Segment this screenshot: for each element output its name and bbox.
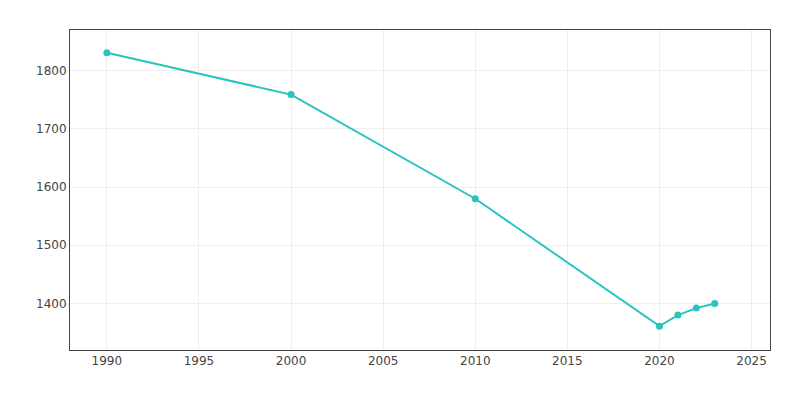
svg-text:1400: 1400 <box>36 297 67 311</box>
svg-text:2015: 2015 <box>552 354 583 368</box>
svg-text:1500: 1500 <box>36 238 67 252</box>
svg-text:2005: 2005 <box>368 354 399 368</box>
svg-text:1995: 1995 <box>184 354 215 368</box>
svg-text:1700: 1700 <box>36 122 67 136</box>
svg-text:2025: 2025 <box>736 354 767 368</box>
svg-text:1600: 1600 <box>36 180 67 194</box>
svg-text:2000: 2000 <box>276 354 307 368</box>
svg-text:2020: 2020 <box>644 354 675 368</box>
svg-text:2010: 2010 <box>460 354 491 368</box>
svg-text:1800: 1800 <box>36 64 67 78</box>
svg-text:1990: 1990 <box>92 354 123 368</box>
